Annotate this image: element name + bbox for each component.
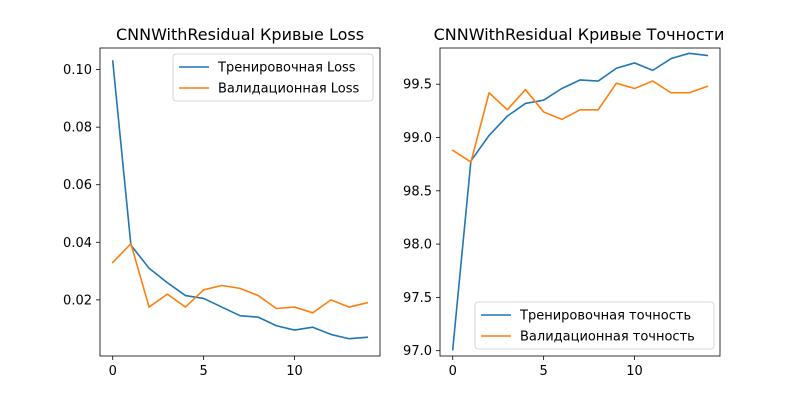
loss-y-tick-label: 0.04 <box>63 236 92 251</box>
accuracy-chart-legend: Тренировочная точность Валидационная точ… <box>474 301 715 350</box>
accuracy-x-tick-label: 5 <box>539 364 547 379</box>
accuracy-y-tick-label: 98.5 <box>403 184 432 199</box>
loss-chart-title: CNNWithResidual Кривые Loss <box>116 25 364 44</box>
loss-y-tick-label: 0.08 <box>63 121 92 136</box>
loss-y-tick-label: 0.10 <box>63 63 92 78</box>
loss-chart-legend: Тренировочная Loss Валидационная Loss <box>172 53 374 102</box>
accuracy-y-tick-label: 97.0 <box>403 344 432 359</box>
accuracy-y-tick-label: 99.5 <box>403 78 432 93</box>
loss-series-line-val <box>111 242 369 314</box>
accuracy-y-tick-label: 99.0 <box>403 131 432 146</box>
accuracy-legend-label-train: Тренировочная точность <box>519 309 691 324</box>
accuracy-chart-series <box>451 52 709 351</box>
loss-x-tick-label: 0 <box>109 364 117 379</box>
accuracy-y-tick-label: 97.5 <box>403 291 432 306</box>
accuracy-chart-title: CNNWithResidual Кривые Точности <box>434 25 725 44</box>
loss-y-tick-label: 0.06 <box>63 178 92 193</box>
accuracy-chart-plot-area <box>439 47 721 357</box>
loss-chart: CNNWithResidual Кривые Loss 0 5 10 0.02 0.04… <box>63 25 381 379</box>
accuracy-x-tick-label: 0 <box>449 364 457 379</box>
accuracy-chart-ticks: 0 5 10 97.0 97.5 98.0 98.5 99.0 99.5 <box>403 78 643 379</box>
loss-legend-frame <box>172 53 374 102</box>
loss-series-line-train <box>111 60 369 340</box>
accuracy-series-line-val <box>451 80 709 163</box>
accuracy-legend-frame <box>474 301 715 350</box>
loss-chart-ticks: 0 5 10 0.02 0.04 0.06 0.08 0.10 <box>63 63 303 379</box>
loss-x-tick-label: 10 <box>286 364 303 379</box>
loss-legend-label-val: Валидационная Loss <box>218 82 360 97</box>
loss-chart-series <box>111 60 369 340</box>
accuracy-legend-label-val: Валидационная точность <box>520 330 695 345</box>
accuracy-x-tick-label: 10 <box>626 364 643 379</box>
loss-chart-plot-area <box>99 47 381 357</box>
accuracy-y-tick-label: 98.0 <box>403 238 432 253</box>
accuracy-series-line-train <box>451 52 709 351</box>
accuracy-chart: CNNWithResidual Кривые Точности 0 5 10 97.0… <box>403 25 724 379</box>
loss-legend-label-train: Тренировочная Loss <box>217 61 356 76</box>
loss-y-tick-label: 0.02 <box>63 293 92 308</box>
loss-x-tick-label: 5 <box>199 364 207 379</box>
